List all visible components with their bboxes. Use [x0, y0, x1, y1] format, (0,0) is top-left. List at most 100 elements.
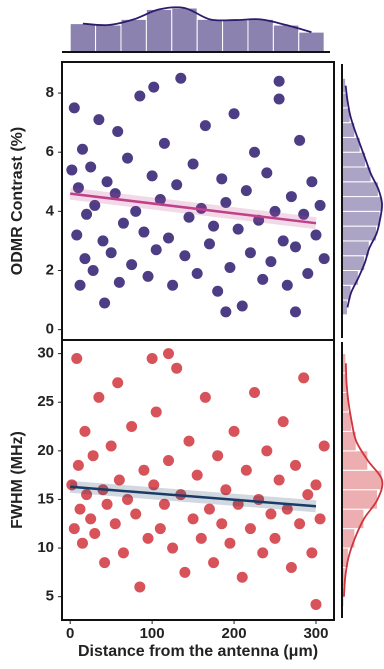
y-tick-label: 8: [46, 84, 54, 101]
point: [302, 267, 314, 279]
point: [68, 102, 80, 114]
point: [261, 445, 273, 457]
point: [109, 518, 121, 530]
point: [150, 406, 162, 418]
point: [150, 244, 162, 256]
point: [163, 455, 175, 467]
histogram-bar: [341, 240, 370, 257]
point: [167, 279, 179, 291]
point: [105, 247, 117, 259]
histogram-bar: [247, 18, 274, 53]
point: [310, 479, 322, 491]
histogram-bar: [341, 151, 367, 168]
point: [310, 229, 322, 241]
point: [126, 421, 138, 433]
point: [261, 167, 273, 179]
point: [112, 377, 124, 389]
x-tick-label: 300: [303, 625, 328, 642]
point: [318, 440, 330, 452]
point: [134, 90, 146, 102]
trend-line: [70, 485, 317, 508]
point: [179, 250, 191, 262]
point: [117, 547, 129, 559]
point: [281, 503, 293, 515]
y-tick-label: 20: [37, 442, 54, 459]
point: [122, 493, 134, 505]
histogram-bar: [341, 255, 366, 272]
point: [183, 435, 195, 447]
histogram-bar: [341, 181, 379, 198]
y-tick-label: 15: [37, 490, 54, 507]
histogram-bar: [341, 225, 378, 242]
point: [130, 508, 142, 520]
point: [244, 247, 256, 259]
point: [216, 518, 228, 530]
point: [109, 188, 121, 200]
point: [224, 537, 236, 549]
point: [216, 173, 228, 185]
point: [314, 513, 326, 525]
point: [191, 267, 203, 279]
point: [79, 425, 91, 437]
density-curve: [344, 85, 383, 308]
histogram-bar: [196, 18, 224, 53]
histogram-bar: [95, 24, 122, 53]
point: [310, 598, 322, 610]
point: [298, 372, 310, 384]
point: [298, 208, 310, 220]
histogram-bar: [171, 7, 198, 53]
point: [163, 348, 175, 360]
point: [101, 498, 113, 510]
point: [138, 464, 150, 476]
point: [117, 217, 129, 229]
y-tick-label: 25: [37, 393, 54, 410]
histogram-bar: [298, 31, 325, 53]
point: [269, 532, 281, 544]
point: [146, 352, 158, 364]
y-tick-label: 6: [46, 143, 54, 160]
point: [208, 557, 220, 569]
point: [183, 211, 195, 223]
point: [281, 279, 293, 291]
point: [236, 571, 248, 583]
point: [175, 72, 187, 84]
point: [99, 297, 111, 309]
point: [113, 474, 125, 486]
y-tick-label: 0: [46, 321, 54, 338]
point: [66, 164, 78, 176]
x-tick-label: 0: [66, 625, 74, 642]
density-curve: [343, 363, 384, 597]
point: [93, 391, 105, 403]
point: [212, 450, 224, 462]
histogram-bar: [341, 166, 372, 183]
point: [187, 158, 199, 170]
point: [289, 459, 301, 471]
point: [199, 120, 211, 132]
histogram-bar: [120, 18, 147, 53]
point: [74, 279, 86, 291]
point: [249, 387, 261, 398]
y-tick-label: 2: [46, 261, 54, 278]
point: [240, 185, 252, 197]
point: [74, 503, 86, 515]
point: [265, 256, 277, 268]
histogram-bar: [145, 8, 173, 53]
point: [148, 81, 160, 93]
point: [294, 134, 306, 146]
point: [285, 191, 297, 203]
point: [81, 489, 93, 501]
point: [273, 93, 285, 105]
point: [302, 489, 314, 501]
point: [228, 425, 240, 437]
x-tick-label: 100: [140, 625, 165, 642]
point: [71, 229, 83, 241]
point: [289, 306, 301, 318]
point: [76, 537, 88, 549]
point: [195, 532, 207, 544]
point: [277, 235, 289, 247]
point: [171, 179, 183, 191]
point: [85, 161, 97, 173]
point: [273, 75, 285, 87]
point: [72, 459, 84, 471]
